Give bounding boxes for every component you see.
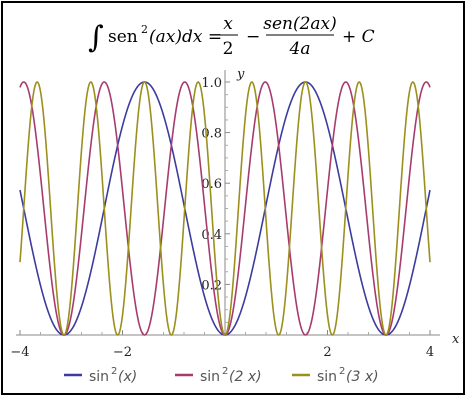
y-tick-label: 1.0 bbox=[201, 76, 222, 91]
y-tick-label: 0.4 bbox=[201, 228, 222, 243]
integral-sign: ∫ bbox=[88, 20, 104, 55]
formula-minus: − bbox=[246, 27, 260, 47]
x-tick-label: 2 bbox=[323, 345, 331, 360]
x-tick-label: 4 bbox=[426, 345, 434, 360]
x-axis-label: x bbox=[452, 332, 460, 347]
y-axis-label: y bbox=[236, 67, 245, 82]
x-ticks: −4 −2 2 4 bbox=[10, 330, 434, 360]
formula-frac2-denominator: 4a bbox=[289, 39, 311, 59]
formula-frac1-numerator: x bbox=[223, 14, 233, 34]
formula-lhs-power: 2 bbox=[141, 23, 148, 36]
legend-label-arg: (2 x) bbox=[229, 369, 262, 385]
y-ticks: 0.2 0.4 0.6 0.8 1.0 bbox=[201, 76, 230, 323]
y-tick-label: 0.6 bbox=[201, 177, 222, 192]
formula-frac1-denominator: 2 bbox=[223, 39, 234, 59]
legend-label-arg: (3 x) bbox=[346, 369, 379, 385]
series-lines bbox=[19, 81, 431, 336]
formula-frac2-numerator: sen(2ax) bbox=[263, 14, 337, 34]
legend-label-arg: (x) bbox=[118, 369, 137, 385]
legend-label-power: 2 bbox=[339, 366, 345, 377]
series-line-3 bbox=[19, 81, 431, 336]
x-tick-label: −2 bbox=[113, 345, 132, 360]
formula-lhs-prefix: sen bbox=[108, 27, 138, 47]
legend-label-base: sin bbox=[200, 369, 220, 385]
y-tick-label: 0.8 bbox=[201, 127, 222, 142]
legend-label-base: sin bbox=[317, 369, 337, 385]
x-tick-label: −4 bbox=[10, 345, 29, 360]
formula-tail: + C bbox=[342, 27, 375, 47]
legend-label-power: 2 bbox=[111, 366, 117, 377]
legend-label-power: 2 bbox=[222, 366, 228, 377]
formula-title: ∫ sen 2 (ax)dx = x 2 − sen(2ax) 4a + C bbox=[88, 14, 375, 59]
legend-label-base: sin bbox=[89, 369, 109, 385]
y-tick-label: 0.2 bbox=[201, 278, 222, 293]
formula-lhs-suffix: (ax)dx = bbox=[149, 27, 222, 47]
legend: sin 2 (x) sin 2 (2 x) sin 2 (3 x) bbox=[64, 366, 379, 385]
